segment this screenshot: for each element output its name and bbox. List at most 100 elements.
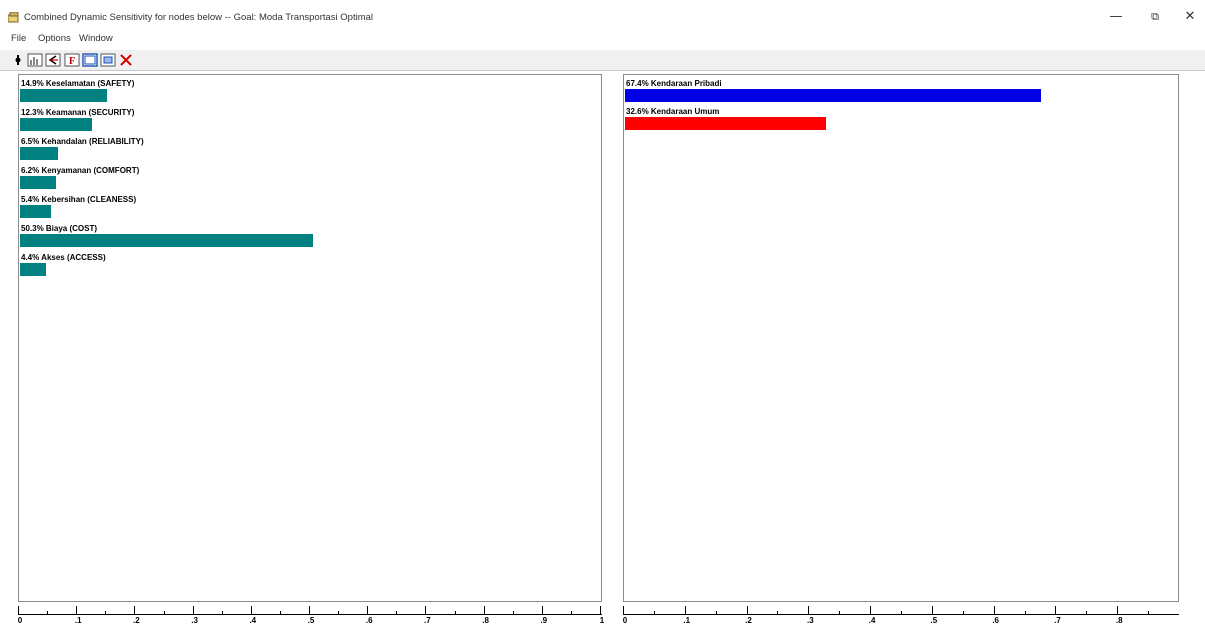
sensitivity-bar[interactable] (20, 234, 313, 247)
tick-label: .9 (540, 616, 548, 625)
tick-label: 0 (17, 616, 23, 625)
font-icon[interactable]: F (64, 53, 80, 67)
minor-tick (570, 611, 572, 615)
sensitivity-bar[interactable] (625, 117, 826, 130)
tick-label: .1 (683, 616, 691, 625)
tick-label: .3 (806, 616, 814, 625)
tick-label: .2 (745, 616, 752, 625)
minor-tick (777, 611, 779, 615)
menu-options[interactable]: Options (38, 33, 71, 44)
reset-icon[interactable] (45, 53, 61, 67)
major-tick (684, 606, 686, 615)
major-tick (1055, 606, 1057, 615)
bar-label[interactable]: 4.4% Akses (ACCESS) (21, 253, 106, 262)
major-tick (541, 606, 543, 615)
minor-tick (653, 611, 655, 615)
major-tick (600, 606, 601, 615)
major-tick (1117, 606, 1119, 615)
sensitivity-bar[interactable] (20, 89, 107, 102)
sensitivity-bar[interactable] (20, 176, 56, 189)
minor-tick (279, 611, 281, 615)
minor-tick (338, 611, 340, 615)
major-tick (250, 606, 252, 615)
major-tick (931, 606, 933, 615)
major-tick (623, 606, 624, 615)
app-icon (8, 12, 19, 23)
minor-tick (901, 611, 902, 615)
tick-label: .2 (133, 616, 140, 625)
tick-label: .3 (191, 616, 198, 625)
bar-label[interactable]: 12.3% Keamanan (SECURITY) (21, 108, 135, 117)
minor-tick (839, 611, 841, 615)
major-tick (870, 606, 872, 615)
window-title: Combined Dynamic Sensitivity for nodes b… (24, 12, 374, 23)
sensitivity-bar[interactable] (20, 147, 58, 160)
major-tick (808, 606, 810, 615)
minor-tick (105, 611, 107, 615)
toolbar: F (0, 50, 1205, 71)
bar-label[interactable]: 14.9% Keselamatan (SAFETY) (21, 79, 135, 88)
window-icon[interactable] (82, 53, 98, 67)
sensitivity-bar[interactable] (625, 89, 1041, 102)
minor-tick (396, 611, 398, 615)
criteria-panel: 14.9% Keselamatan (SAFETY) 12.3% Keamanan… (18, 74, 602, 602)
tick-label: .5 (930, 616, 938, 625)
tick-label: .4 (249, 616, 257, 625)
tick-label: 1 (599, 616, 605, 625)
title-bar[interactable]: Combined Dynamic Sensitivity for nodes b… (0, 0, 1205, 30)
close-button[interactable]: ✕ (1184, 9, 1196, 24)
major-tick (18, 606, 19, 615)
menu-window[interactable]: Window (79, 33, 113, 44)
bar-label[interactable]: 5.4% Kebersihan (CLEANESS) (21, 195, 137, 204)
major-tick (425, 606, 427, 615)
major-tick (192, 606, 194, 615)
minor-tick (1024, 611, 1026, 615)
tick-label: .1 (74, 616, 82, 625)
major-tick (993, 606, 995, 615)
minor-tick (1086, 611, 1088, 615)
axis-line (18, 614, 602, 615)
close-x-icon[interactable] (118, 53, 134, 67)
sensitivity-bar[interactable] (20, 263, 46, 276)
tick-label: .8 (1115, 616, 1123, 625)
major-tick (746, 606, 748, 615)
tick-label: .6 (365, 616, 373, 625)
bar-label[interactable]: 50.3% Biaya (COST) (21, 224, 98, 233)
sensitivity-bar[interactable] (20, 205, 51, 218)
criteria-axis: 0 .1 .2 .3 .4 .5 .6 .7 .8 .9 1 (17, 606, 605, 632)
major-tick (483, 606, 485, 615)
minor-tick (962, 611, 964, 615)
alternatives-axis: 0 .1 .2 .3 .4 .5 .6 .7 .8 (623, 606, 1179, 632)
bar-label[interactable]: 6.5% Kehandalan (RELIABILITY) (21, 137, 144, 146)
major-tick (309, 606, 310, 615)
tick-label: .5 (307, 616, 315, 625)
major-tick (134, 606, 136, 615)
minor-tick (47, 611, 49, 615)
menu-bar: File Options Window (0, 31, 1205, 47)
print-icon[interactable] (100, 53, 116, 67)
tick-label: .8 (482, 616, 489, 625)
bar-label[interactable]: 67.4% Kendaraan Pribadi (626, 79, 722, 88)
tick-label: .7 (424, 616, 431, 625)
pointer-icon[interactable] (10, 53, 26, 67)
minor-tick (1148, 611, 1150, 615)
tick-label: .7 (1054, 616, 1061, 625)
alternatives-panel: 67.4% Kendaraan Pribadi 32.6% Kendaraan U… (623, 74, 1179, 602)
major-tick (76, 606, 78, 615)
chart-icon[interactable] (27, 53, 43, 67)
svg-text:F: F (69, 56, 75, 67)
bar-label[interactable]: 32.6% Kendaraan Umum (626, 107, 720, 116)
tick-label: .6 (992, 616, 999, 625)
minor-tick (715, 611, 717, 615)
tick-label: 0 (622, 616, 628, 625)
menu-file[interactable]: File (11, 33, 27, 44)
bar-label[interactable]: 6.2% Kenyamanan (COMFORT) (21, 166, 140, 175)
maximize-button[interactable]: ⧉ (1151, 10, 1159, 23)
sensitivity-bar[interactable] (20, 118, 92, 131)
tick-label: .4 (868, 616, 876, 625)
minimize-button[interactable]: — (1109, 9, 1123, 24)
minor-tick (221, 611, 223, 615)
major-tick (367, 606, 369, 615)
minor-tick (163, 611, 165, 615)
